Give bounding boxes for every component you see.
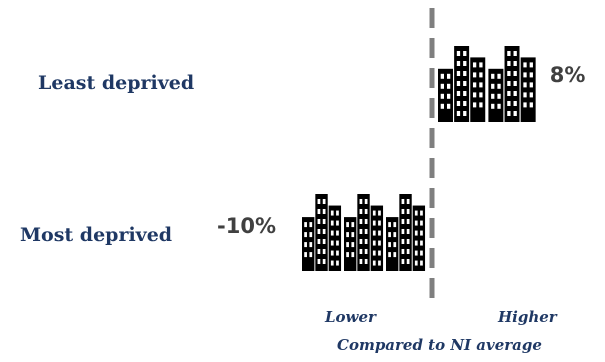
axis-label-lower: Lower <box>325 308 376 326</box>
bar-most-deprived <box>302 194 426 271</box>
value-label-most-deprived: -10% <box>217 213 276 238</box>
value-label-least-deprived: 8% <box>549 63 586 87</box>
axis-title: Compared to NI average <box>337 336 542 354</box>
axis-label-higher: Higher <box>498 308 557 326</box>
bars-group <box>302 46 536 271</box>
bar-least-deprived <box>438 46 536 122</box>
category-label-most-deprived: Most deprived <box>20 224 173 246</box>
category-label-least-deprived: Least deprived <box>38 72 195 94</box>
